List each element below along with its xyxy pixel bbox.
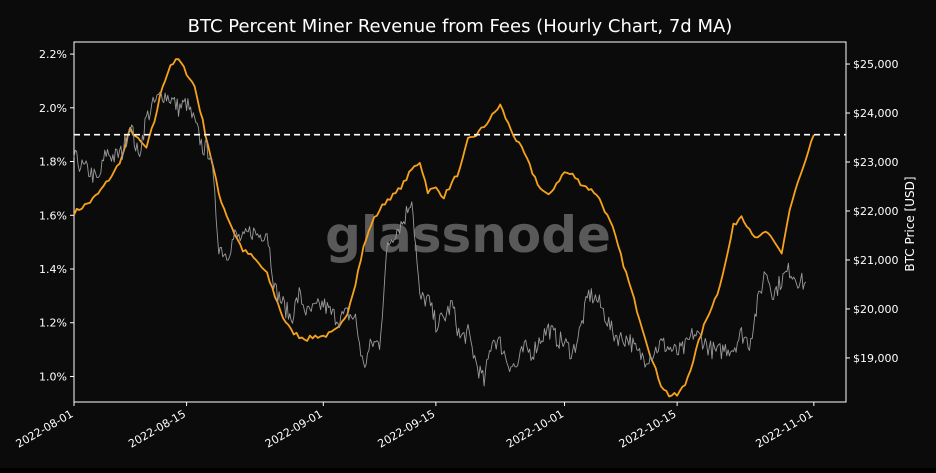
watermark-text: glassnode — [325, 206, 611, 264]
x-tick-label: 2022-08-01 — [14, 407, 76, 450]
y-left-tick-label: 2.2% — [39, 48, 67, 61]
y-left-tick-label: 1.4% — [39, 263, 67, 276]
y-axis-right-label: BTC Price [USD] — [903, 176, 917, 271]
x-tick-label: 2022-10-01 — [504, 407, 566, 450]
x-tick-label: 2022-09-01 — [263, 407, 325, 450]
x-tick-label: 2022-08-15 — [126, 407, 188, 450]
y-left-tick-label: 2.0% — [39, 102, 67, 115]
btc-price-line — [73, 91, 807, 387]
y-left-tick-label: 1.8% — [39, 156, 67, 169]
y-right-tick-label: $23,000 — [853, 156, 899, 169]
y-left-tick-label: 1.0% — [39, 370, 67, 383]
y-left-tick-label: 1.6% — [39, 209, 67, 222]
x-tick-label: 2022-09-15 — [376, 407, 438, 450]
y-right-tick-label: $20,000 — [853, 303, 899, 316]
y-right-tick-label: $24,000 — [853, 107, 899, 120]
y-right-tick-label: $22,000 — [853, 205, 899, 218]
x-tick-label: 2022-11-01 — [753, 407, 815, 450]
y-right-tick-label: $25,000 — [853, 58, 899, 71]
chart-title: BTC Percent Miner Revenue from Fees (Hou… — [188, 16, 733, 37]
fee-revenue-line — [73, 58, 815, 398]
x-tick-label: 2022-10-15 — [617, 407, 679, 450]
y-left-tick-label: 1.2% — [39, 317, 67, 330]
y-right-tick-label: $19,000 — [853, 352, 899, 365]
y-right-tick-label: $21,000 — [853, 254, 899, 267]
plot-area — [73, 41, 847, 403]
